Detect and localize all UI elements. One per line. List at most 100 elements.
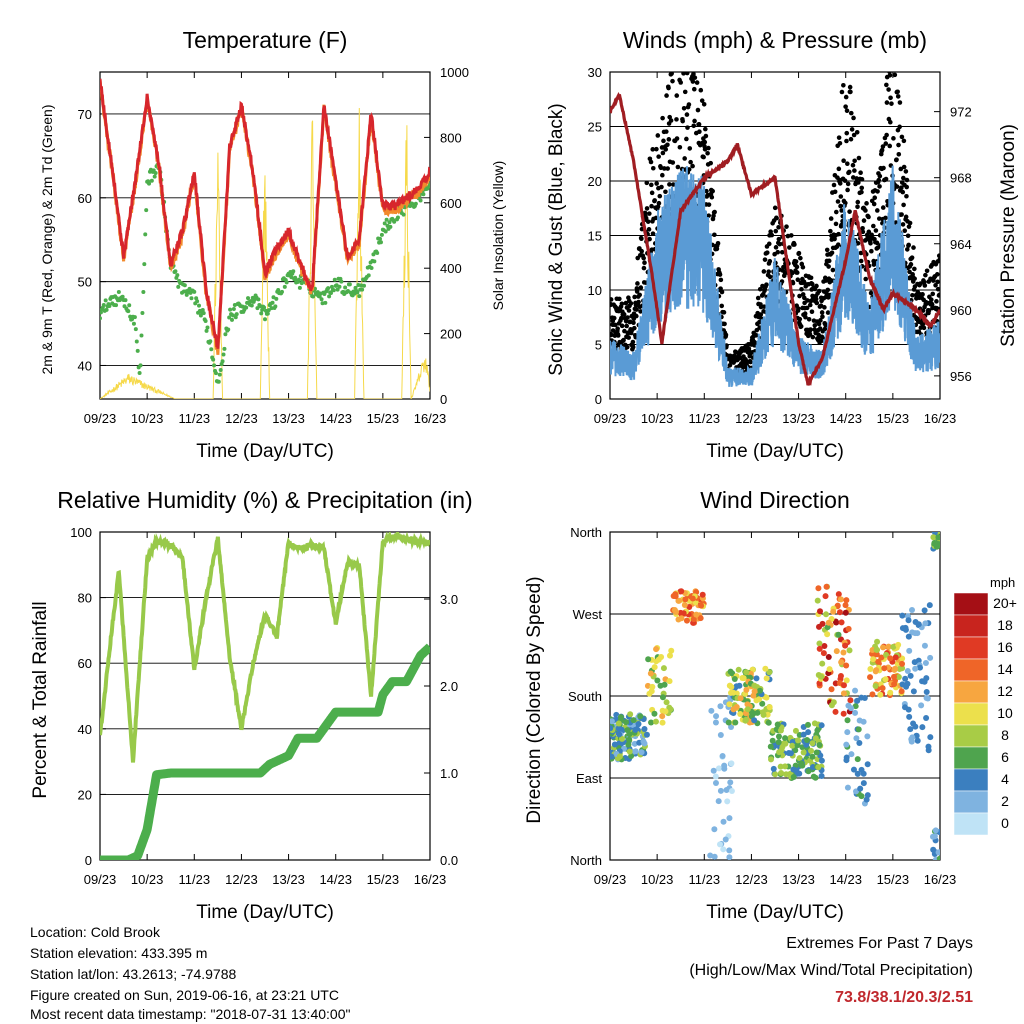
direction-point (825, 654, 832, 661)
direction-point (892, 665, 899, 672)
gust-point (772, 205, 778, 211)
gust-point (663, 147, 669, 152)
dewpoint-point (103, 298, 108, 303)
direction-point (727, 779, 734, 786)
gust-point (619, 323, 625, 329)
gust-point (661, 138, 666, 144)
gust-point (842, 178, 848, 183)
winds-ylabel: Sonic Wind & Gust (Blue, Black) (546, 103, 567, 375)
direction-point (912, 665, 919, 672)
gust-point (800, 264, 806, 270)
dewpoint-point (209, 347, 214, 352)
direction-point (909, 629, 916, 636)
dewpoint-point (149, 178, 154, 183)
gust-point (643, 215, 649, 221)
direction-point (860, 780, 867, 787)
direction-point (615, 720, 622, 727)
gust-point (901, 175, 906, 181)
dewpoint-point (266, 308, 271, 313)
direction-point (815, 764, 822, 771)
direction-point (663, 699, 670, 706)
temperature-2m-line (100, 78, 430, 349)
gust-point (869, 248, 874, 254)
gust-point (860, 225, 865, 231)
dewpoint-point (144, 208, 149, 213)
gust-point (656, 200, 662, 206)
gust-point (663, 129, 669, 134)
gust-point (660, 150, 666, 156)
winds-xtick-label: 12/23 (735, 411, 768, 426)
gust-point (675, 164, 681, 170)
gust-point (900, 222, 906, 227)
direction-point (899, 612, 906, 619)
direction-point (728, 724, 735, 731)
dewpoint-point (372, 259, 377, 264)
dewpoint-point (153, 171, 158, 176)
direction-point (712, 780, 719, 787)
direction-ytick-label: East (576, 771, 602, 786)
dewpoint-point (274, 296, 279, 301)
direction-point (751, 682, 758, 689)
dewpoint-point (213, 371, 218, 376)
gust-point (717, 272, 723, 277)
direction-point (842, 602, 849, 609)
gust-point (887, 72, 893, 78)
dewpoint-point (382, 221, 387, 226)
direction-point (830, 608, 837, 615)
dewpoint-point (284, 280, 289, 285)
dewpoint-point (203, 319, 208, 324)
winds-chart: Winds (mph) & Pressure (mb) 09/23 10/23 11/… (546, 27, 1019, 462)
gust-point (855, 204, 860, 210)
dewpoint-point (205, 325, 210, 330)
dewpoint-point (388, 224, 393, 229)
direction-point (648, 719, 655, 726)
dewpoint-point (249, 303, 254, 308)
direction-point (750, 710, 757, 717)
temperature-xtick-label: 15/23 (367, 411, 400, 426)
dewpoint-point (204, 328, 209, 333)
gust-point (650, 231, 656, 236)
direction-point (756, 687, 763, 694)
dewpoint-point (357, 294, 362, 299)
direction-point (923, 715, 930, 722)
gust-point (680, 66, 685, 71)
direction-point (822, 593, 829, 600)
dewpoint-point (410, 201, 415, 206)
direction-point (818, 773, 825, 780)
gust-point (904, 177, 910, 183)
created-text: Figure created on Sun, 2019-06-16, at 23… (30, 987, 339, 1003)
gust-point (866, 214, 871, 220)
direction-point (708, 707, 715, 714)
gust-point (674, 93, 680, 98)
direction-point (720, 818, 727, 825)
direction-point (880, 644, 887, 651)
direction-point (818, 722, 825, 729)
direction-point (843, 677, 850, 684)
dewpoint-point (147, 181, 152, 186)
direction-point (743, 686, 750, 693)
direction-point (792, 727, 799, 734)
direction-point (929, 833, 936, 840)
gust-point (684, 72, 690, 76)
gust-point (805, 298, 810, 303)
gust-point (861, 218, 867, 223)
gust-point (803, 314, 808, 320)
direction-point (914, 737, 921, 744)
direction-point (723, 786, 730, 793)
direction-point (632, 748, 639, 755)
direction-point (769, 737, 776, 744)
gust-point (719, 289, 725, 295)
gust-point (625, 315, 630, 320)
direction-point (699, 591, 706, 598)
gust-point (774, 215, 779, 221)
direction-point (881, 665, 888, 672)
dewpoint-point (100, 316, 102, 321)
gust-point (836, 135, 842, 140)
dewpoint-point (326, 286, 331, 291)
direction-point (666, 678, 673, 685)
gust-point (854, 129, 860, 135)
gust-point (656, 154, 661, 159)
dewpoint-point (175, 273, 180, 278)
recent-timestamp-text: Most recent data timestamp: "2018-07-31 … (30, 1006, 351, 1022)
dewpoint-point (131, 321, 136, 326)
